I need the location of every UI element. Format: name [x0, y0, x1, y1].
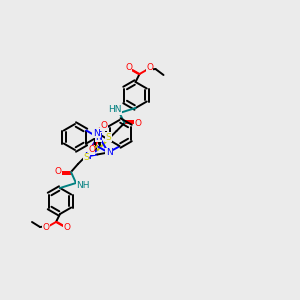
Text: O: O [88, 146, 95, 154]
Text: N: N [93, 128, 99, 137]
Text: HN: HN [108, 106, 121, 115]
Text: S: S [83, 154, 89, 163]
Text: O: O [125, 64, 132, 73]
Text: O: O [55, 167, 62, 176]
Text: O: O [43, 224, 50, 232]
Text: O: O [146, 64, 153, 73]
Text: S: S [106, 133, 111, 142]
Text: N: N [106, 148, 112, 157]
Text: NH: NH [76, 181, 90, 190]
Text: O: O [64, 224, 70, 232]
Text: N: N [84, 152, 91, 161]
Text: O: O [100, 122, 107, 130]
Text: O: O [134, 118, 141, 127]
Text: N: N [95, 133, 102, 142]
